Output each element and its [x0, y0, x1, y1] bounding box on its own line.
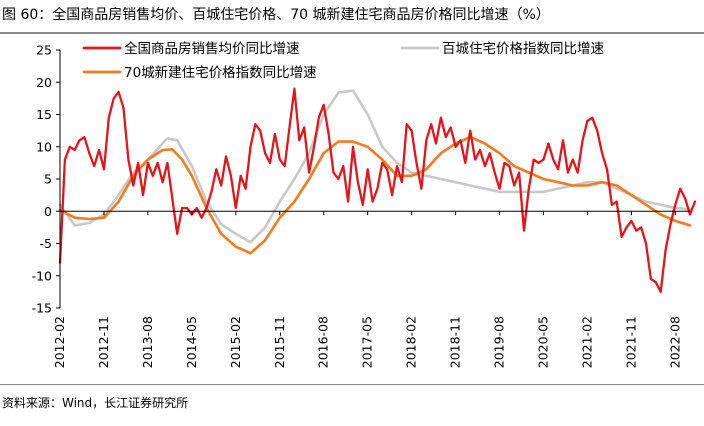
- x-tick-label: 2020-05: [536, 316, 551, 368]
- y-tick-label: 25: [36, 43, 52, 58]
- x-tick-label: 2021-02: [579, 316, 594, 368]
- y-tick-label: 15: [36, 107, 52, 122]
- x-tick-label: 2014-05: [184, 316, 199, 368]
- figure-title: 图 60：全国商品房销售均价、百城住宅价格、70 城新建住宅商品房价格同比增速（…: [2, 7, 550, 23]
- source-note: 资料来源：Wind，长江证券研究所: [2, 396, 189, 410]
- x-tick-label: 2022-08: [667, 316, 682, 368]
- series-line-national_price: [58, 87, 697, 294]
- legend-label-national_price: 全国商品房销售均价同比增速: [124, 40, 300, 57]
- title-rule: [0, 32, 704, 34]
- y-tick-label: -10: [32, 268, 52, 283]
- series-line-hundred_city: [58, 89, 692, 244]
- x-tick-label: 2015-02: [228, 316, 243, 368]
- legend-label-hundred_city: 百城住宅价格指数同比增速: [442, 41, 604, 57]
- y-tick-label: -5: [40, 236, 52, 251]
- series-lines: [58, 87, 697, 294]
- x-tick-label: 2017-05: [360, 316, 375, 368]
- x-tick-label: 2018-11: [448, 316, 463, 368]
- source-rule: [0, 384, 704, 385]
- y-tick-label: -15: [32, 301, 52, 316]
- x-tick-label: 2013-08: [140, 316, 155, 368]
- x-tick-label: 2015-11: [272, 316, 287, 368]
- x-tick-label: 2016-08: [316, 316, 331, 368]
- legend: 全国商品房销售均价同比增速 百城住宅价格指数同比增速 70城新建住宅价格指数同比增速: [82, 40, 604, 81]
- x-tick-label: 2012-11: [96, 316, 111, 368]
- y-tick-label: 0: [44, 204, 52, 219]
- legend-label-seventy_city: 70城新建住宅价格指数同比增速: [124, 65, 317, 81]
- y-tick-label: 5: [44, 172, 52, 187]
- series-line-seventy_city: [58, 135, 692, 255]
- y-tick-label: 10: [36, 139, 52, 154]
- x-tick-label: 2021-11: [623, 316, 638, 368]
- x-tick-label: 2018-02: [404, 316, 419, 368]
- x-tick-label: 2019-08: [492, 316, 507, 368]
- y-tick-label: 20: [36, 75, 52, 90]
- x-tick-label: 2012-02: [52, 316, 67, 368]
